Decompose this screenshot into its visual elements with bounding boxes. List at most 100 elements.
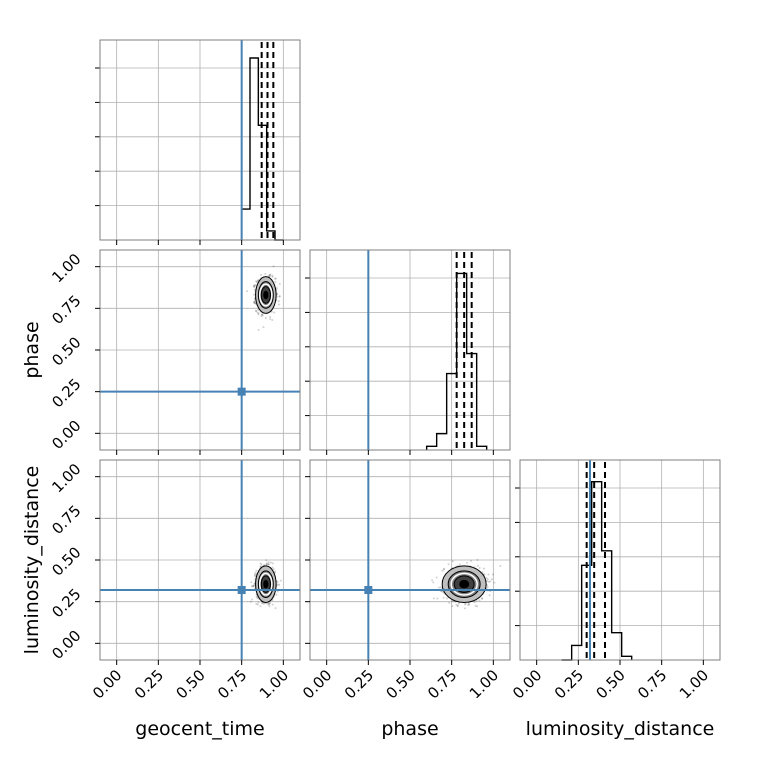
sample-point xyxy=(278,295,281,298)
sample-point xyxy=(273,570,276,573)
sample-point xyxy=(253,285,256,288)
sample-point xyxy=(276,583,279,586)
sample-point xyxy=(458,563,461,566)
sample-point xyxy=(253,582,256,585)
sample-point xyxy=(445,597,448,600)
sample-point xyxy=(274,280,277,283)
sample-point xyxy=(275,287,278,290)
sample-point xyxy=(269,561,272,564)
sample-point xyxy=(476,564,479,567)
sample-point xyxy=(253,573,256,576)
y-axis-label-phase: phase xyxy=(21,321,43,378)
sample-point xyxy=(487,580,490,583)
sample-point xyxy=(253,284,256,287)
x-axis-label-luminosity_distance: luminosity_distance xyxy=(526,718,715,740)
sample-point xyxy=(493,581,496,584)
sample-point xyxy=(491,573,494,576)
sample-point xyxy=(261,314,264,317)
sample-point xyxy=(256,281,259,284)
x-axis-label-geocent_time: geocent_time xyxy=(135,718,264,740)
sample-point xyxy=(276,293,279,296)
sample-point xyxy=(261,602,264,605)
y-tick-label-2-0: 0.00 xyxy=(48,627,84,663)
sample-point xyxy=(256,311,259,314)
sample-point xyxy=(486,585,489,588)
sample-point xyxy=(271,274,274,277)
sample-point xyxy=(257,279,260,282)
sample-point xyxy=(499,565,502,568)
sample-point xyxy=(275,593,278,596)
sample-point xyxy=(457,602,460,605)
sample-point xyxy=(262,326,265,329)
sample-point xyxy=(262,602,265,605)
sample-point xyxy=(271,566,274,569)
y-tick-label-2-1: 0.25 xyxy=(48,585,84,621)
sample-point xyxy=(255,595,258,598)
sample-point xyxy=(256,603,259,606)
sample-point xyxy=(273,277,276,280)
sample-point xyxy=(451,600,454,603)
sample-point xyxy=(269,273,272,276)
y-tick-label-2-3: 0.75 xyxy=(48,502,84,538)
contour-geocent_time-phase-3 xyxy=(263,290,269,300)
sample-point xyxy=(474,604,477,607)
sample-point xyxy=(277,303,280,306)
x-tick-label-1-2: 0.50 xyxy=(382,666,418,702)
sample-point xyxy=(255,569,258,572)
y-tick-label-1-0: 0.00 xyxy=(48,417,84,453)
sample-point xyxy=(257,313,260,316)
x-tick-label-1-1: 0.25 xyxy=(341,666,377,702)
sample-point xyxy=(255,309,258,312)
sample-point xyxy=(480,597,483,600)
sample-point xyxy=(442,568,445,571)
x-tick-label-0-4: 1.00 xyxy=(256,666,292,702)
sample-point xyxy=(260,563,263,566)
sample-point xyxy=(259,565,262,568)
x-tick-label-1-3: 0.75 xyxy=(424,666,460,702)
contour-geocent_time-luminosity_distance-3 xyxy=(263,579,269,589)
sample-point xyxy=(274,277,277,280)
sample-point xyxy=(268,602,271,605)
truth-marker-geocent_time-phase xyxy=(237,387,246,396)
sample-point xyxy=(466,561,469,564)
truth-marker-phase-luminosity_distance xyxy=(364,586,373,594)
sample-point xyxy=(478,599,481,602)
sample-point xyxy=(481,597,484,600)
sample-point xyxy=(255,602,258,605)
sample-point xyxy=(257,601,260,604)
sample-point xyxy=(251,585,254,588)
sample-point xyxy=(279,579,282,582)
sample-point xyxy=(266,602,269,605)
sample-point xyxy=(252,584,255,587)
sample-point xyxy=(265,562,268,565)
sample-point xyxy=(259,605,262,608)
sample-point xyxy=(278,583,281,586)
sample-point xyxy=(476,605,479,608)
x-tick-label-2-1: 0.25 xyxy=(551,666,587,702)
sample-point xyxy=(264,316,267,319)
sample-point xyxy=(271,319,274,322)
sample-point xyxy=(276,580,279,583)
sample-point xyxy=(254,302,257,305)
sample-point xyxy=(272,568,275,571)
sample-point xyxy=(251,598,254,601)
sample-point xyxy=(253,293,256,296)
sample-point xyxy=(470,559,473,562)
sample-point xyxy=(267,561,270,564)
x-tick-label-0-3: 0.75 xyxy=(214,666,250,702)
sample-point xyxy=(255,310,258,313)
sample-point xyxy=(252,284,255,287)
sample-point xyxy=(476,558,479,561)
y-tick-label-1-2: 0.50 xyxy=(48,333,84,369)
sample-point xyxy=(271,603,274,606)
sample-point xyxy=(265,559,268,562)
x-tick-label-2-2: 0.50 xyxy=(592,666,628,702)
sample-point xyxy=(257,308,260,311)
sample-point xyxy=(456,605,459,608)
contour-outline-geocent_time-luminosity_distance xyxy=(259,572,273,596)
sample-point xyxy=(277,300,280,303)
sample-point xyxy=(253,574,256,577)
sample-point xyxy=(435,576,438,579)
sample-point xyxy=(473,601,476,604)
sample-point xyxy=(489,580,492,583)
